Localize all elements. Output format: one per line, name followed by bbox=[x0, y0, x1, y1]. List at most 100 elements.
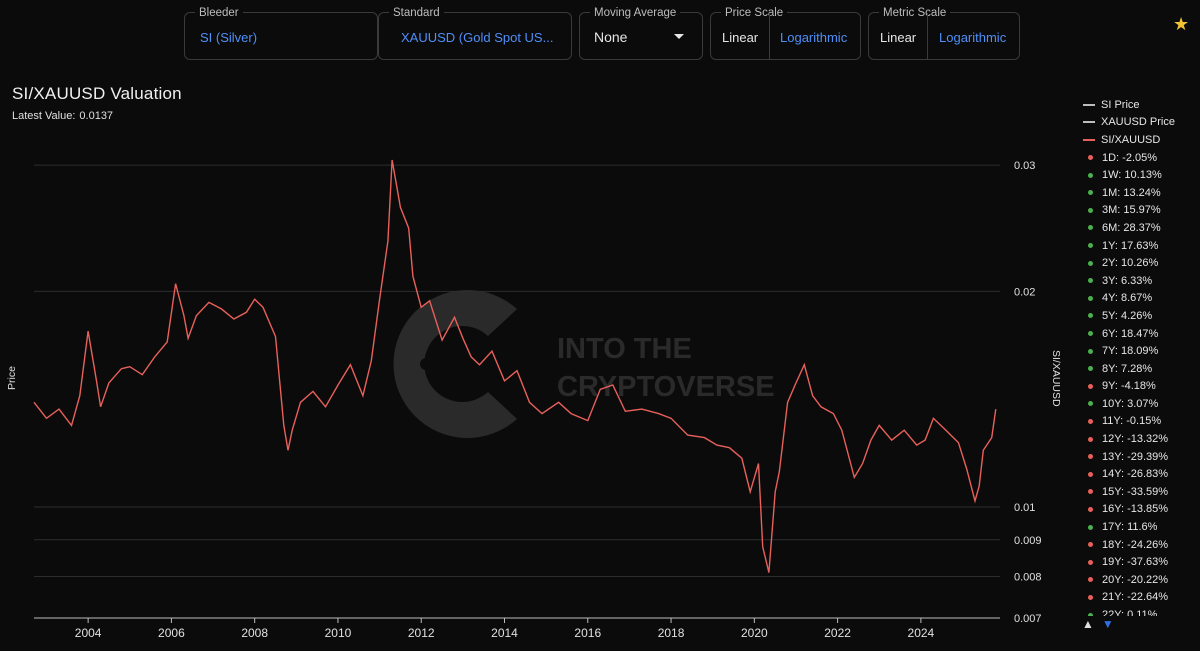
return-indicator-dot bbox=[1088, 506, 1093, 512]
return-label: 6M: 28.37% bbox=[1102, 221, 1161, 234]
return-label: 3Y: 6.33% bbox=[1102, 274, 1153, 287]
latest-value-number: 0.0137 bbox=[79, 110, 114, 122]
moving-average-select[interactable]: Moving Average None bbox=[579, 6, 703, 60]
legend-label: XAUUSD Price bbox=[1101, 116, 1175, 129]
legend-return-item: 4Y: 8.67% bbox=[1083, 290, 1200, 308]
legend-return-item: 14Y: -26.83% bbox=[1083, 465, 1200, 483]
legend-return-item: 3M: 15.97% bbox=[1083, 202, 1200, 220]
x-ticks: 2004 2006 2008 2010 2012 2014 2016 2018 2020 2022… bbox=[75, 618, 935, 640]
grid bbox=[34, 164, 1000, 619]
y-tick-label: 0.03 bbox=[1014, 160, 1035, 172]
x-tick-label: 2004 bbox=[75, 626, 102, 640]
return-label: 1D: -2.05% bbox=[1102, 151, 1158, 164]
legend-return-item: 22Y: 0.11% bbox=[1083, 606, 1200, 616]
legend-return-item: 2Y: 10.26% bbox=[1083, 254, 1200, 272]
return-label: 14Y: -26.83% bbox=[1102, 468, 1169, 481]
return-indicator-dot bbox=[1088, 542, 1093, 548]
return-label: 7Y: 18.09% bbox=[1102, 345, 1159, 358]
return-indicator-dot bbox=[1088, 559, 1093, 565]
return-label: 1W: 10.13% bbox=[1102, 169, 1162, 182]
legend-return-item: 1Y: 17.63% bbox=[1083, 237, 1200, 255]
legend: SI Price XAUUSD Price SI/XAUUSD 1D: -2.05% 1… bbox=[1083, 96, 1200, 616]
star-icon[interactable]: ★ bbox=[1173, 14, 1190, 34]
return-indicator-dot bbox=[1088, 471, 1093, 477]
legend-line-swatch bbox=[1083, 121, 1095, 124]
bleeder-select[interactable]: Bleeder SI (Silver) bbox=[184, 6, 378, 60]
return-label: 22Y: 0.11% bbox=[1102, 609, 1158, 616]
legend-return-item: 18Y: -24.26% bbox=[1083, 536, 1200, 554]
price-scale-log-button[interactable]: Logarithmic bbox=[780, 30, 848, 45]
return-label: 6Y: 18.47% bbox=[1102, 327, 1159, 340]
legend-label: SI Price bbox=[1101, 98, 1140, 111]
metric-scale-linear-button[interactable]: Linear bbox=[880, 30, 917, 45]
legend-return-item: 11Y: -0.15% bbox=[1083, 413, 1200, 431]
return-label: 17Y: 11.6% bbox=[1102, 521, 1158, 534]
price-scale-linear-button[interactable]: Linear bbox=[722, 30, 759, 45]
chevron-down-icon bbox=[674, 34, 684, 39]
return-indicator-dot bbox=[1088, 313, 1093, 319]
legend-return-item: 1M: 13.24% bbox=[1083, 184, 1200, 202]
divider bbox=[927, 13, 928, 59]
legend-return-item: 12Y: -13.32% bbox=[1083, 430, 1200, 448]
return-indicator-dot bbox=[1088, 366, 1093, 372]
legend-page-down-button[interactable]: ▼ bbox=[1101, 617, 1114, 631]
y-ticks: 0.03 0.02 0.01 0.009 0.008 0.007 bbox=[1014, 160, 1042, 625]
return-label: 5Y: 4.26% bbox=[1102, 309, 1153, 322]
metric-scale-log-button[interactable]: Logarithmic bbox=[939, 30, 1007, 45]
return-indicator-dot bbox=[1088, 436, 1093, 442]
legend-label: SI/XAUUSD bbox=[1101, 133, 1161, 146]
return-label: 1M: 13.24% bbox=[1102, 186, 1161, 199]
return-label: 15Y: -33.59% bbox=[1102, 485, 1169, 498]
y-tick-label: 0.008 bbox=[1014, 571, 1042, 583]
series-line-si-xauusd bbox=[33, 159, 997, 573]
legend-page-up-button[interactable]: ▲ bbox=[1082, 617, 1094, 631]
legend-item[interactable]: SI Price bbox=[1083, 96, 1200, 114]
moving-average-label: Moving Average bbox=[590, 6, 681, 20]
x-tick-label: 2022 bbox=[824, 626, 851, 640]
legend-item[interactable]: XAUUSD Price bbox=[1083, 114, 1200, 132]
x-tick-label: 2008 bbox=[241, 626, 268, 640]
x-tick-label: 2016 bbox=[574, 626, 601, 640]
x-tick-label: 2014 bbox=[491, 626, 518, 640]
x-tick-label: 2024 bbox=[908, 626, 935, 640]
x-tick-label: 2012 bbox=[408, 626, 435, 640]
return-label: 20Y: -20.22% bbox=[1102, 573, 1169, 586]
return-label: 18Y: -24.26% bbox=[1102, 538, 1169, 551]
return-indicator-dot bbox=[1088, 383, 1093, 389]
legend-return-item: 9Y: -4.18% bbox=[1083, 378, 1200, 396]
legend-return-item: 13Y: -29.39% bbox=[1083, 448, 1200, 466]
return-label: 12Y: -13.32% bbox=[1102, 433, 1169, 446]
return-label: 8Y: 7.28% bbox=[1102, 362, 1153, 375]
return-indicator-dot bbox=[1088, 225, 1093, 231]
return-indicator-dot bbox=[1088, 348, 1093, 354]
return-label: 2Y: 10.26% bbox=[1102, 257, 1159, 270]
bleeder-label: Bleeder bbox=[195, 6, 243, 20]
return-label: 9Y: -4.18% bbox=[1102, 380, 1156, 393]
price-scale-group: Price Scale Linear Logarithmic bbox=[710, 6, 861, 60]
metric-scale-group: Metric Scale Linear Logarithmic bbox=[868, 6, 1020, 60]
legend-return-item: 5Y: 4.26% bbox=[1083, 307, 1200, 325]
legend-return-item: 10Y: 3.07% bbox=[1083, 395, 1200, 413]
legend-line-swatch bbox=[1083, 138, 1095, 141]
y-tick-label: 0.02 bbox=[1014, 286, 1035, 298]
y-tick-label: 0.007 bbox=[1014, 613, 1042, 625]
return-label: 11Y: -0.15% bbox=[1102, 415, 1162, 428]
return-indicator-dot bbox=[1088, 207, 1093, 213]
legend-return-item: 3Y: 6.33% bbox=[1083, 272, 1200, 290]
x-tick-label: 2020 bbox=[741, 626, 768, 640]
return-indicator-dot bbox=[1088, 454, 1093, 460]
return-label: 13Y: -29.39% bbox=[1102, 450, 1169, 463]
legend-return-item: 1D: -2.05% bbox=[1083, 149, 1200, 167]
return-indicator-dot bbox=[1088, 243, 1093, 249]
divider bbox=[769, 13, 770, 59]
return-indicator-dot bbox=[1088, 401, 1093, 407]
legend-return-item: 21Y: -22.64% bbox=[1083, 589, 1200, 607]
standard-value: XAUUSD (Gold Spot US... bbox=[401, 30, 554, 45]
x-tick-label: 2018 bbox=[658, 626, 685, 640]
chart-title: SI/XAUUSD Valuation bbox=[12, 84, 182, 103]
return-label: 19Y: -37.63% bbox=[1102, 556, 1169, 569]
standard-select[interactable]: Standard XAUUSD (Gold Spot US... bbox=[378, 6, 572, 60]
legend-item[interactable]: SI/XAUUSD bbox=[1083, 131, 1200, 149]
legend-return-item: 1W: 10.13% bbox=[1083, 166, 1200, 184]
